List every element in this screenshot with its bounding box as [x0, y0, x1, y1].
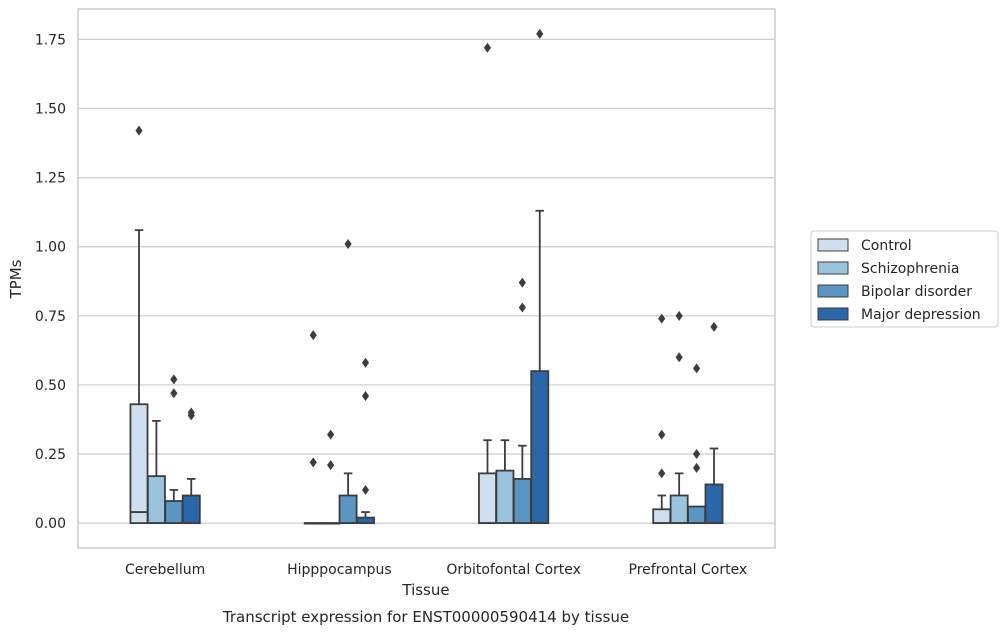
- grid-lines: [78, 38, 775, 524]
- outlier-point: [675, 352, 683, 363]
- outlier-point: [518, 277, 526, 288]
- outlier-point: [658, 468, 666, 479]
- legend-frame: [810, 230, 999, 328]
- box: [704, 483, 724, 525]
- legend-label: Bipolar disorder: [861, 284, 972, 300]
- box-group: [164, 374, 184, 525]
- outlier-point: [675, 310, 683, 321]
- y-tick-label: 1.50: [35, 102, 66, 118]
- outlier-point: [327, 429, 335, 440]
- outlier-point: [658, 313, 666, 324]
- x-tick-label: Hipppocampus: [287, 562, 392, 578]
- box-group: [129, 125, 149, 525]
- box-group: [181, 407, 201, 525]
- outlier-point: [692, 449, 701, 460]
- box-group: [338, 238, 358, 525]
- outlier-point: [361, 484, 370, 495]
- outlier-point: [135, 125, 143, 136]
- box-group: [146, 419, 166, 525]
- y-tick-label: 1.75: [35, 32, 66, 48]
- box-group: [530, 28, 550, 525]
- outlier-point: [309, 457, 317, 468]
- y-tick-label: 1.00: [35, 240, 66, 256]
- x-axis-label: Tissue: [401, 581, 449, 599]
- box-group: [478, 42, 497, 525]
- legend-swatch: [817, 261, 849, 275]
- outlier-point: [361, 390, 370, 401]
- box-group: [687, 363, 707, 525]
- y-axis-label: TPMs: [7, 259, 25, 299]
- box: [478, 472, 497, 525]
- legend-swatch: [817, 238, 849, 252]
- legend-label: Control: [861, 238, 912, 254]
- box: [530, 370, 550, 525]
- box: [129, 403, 149, 525]
- box: [181, 494, 201, 525]
- outlier-point: [710, 321, 718, 332]
- legend-swatch: [817, 284, 849, 298]
- outlier-point: [344, 238, 352, 249]
- x-tick-labels: Cerebellum Hipppocampus Orbitofontal Corte…: [125, 562, 747, 578]
- box-group: [303, 330, 323, 525]
- outlier-point: [170, 388, 178, 399]
- legend-swatch: [817, 307, 849, 321]
- outlier-point: [187, 407, 195, 418]
- x-tick-label: Cerebellum: [125, 562, 205, 578]
- outlier-point: [327, 460, 335, 471]
- outlier-point: [692, 462, 701, 473]
- x-tick-label: Prefrontal Cortex: [629, 562, 748, 578]
- outlier-point: [518, 302, 526, 313]
- y-tick-label: 0.75: [35, 309, 66, 325]
- chart-caption: Transcript expression for ENST0000059041…: [222, 608, 629, 626]
- y-tick-label: 1.25: [35, 171, 66, 187]
- plot-frame: [77, 8, 776, 549]
- legend-label: Schizophrenia: [861, 261, 959, 277]
- legend-label: Major depression: [861, 307, 981, 323]
- box-group: [512, 277, 532, 525]
- box: [495, 469, 515, 525]
- box: [512, 477, 532, 525]
- outlier-point: [536, 28, 544, 39]
- y-tick-labels: 0.00 0.25 0.50 0.75 1.00 1.25 1.50 1.75: [35, 32, 66, 532]
- outlier-point: [361, 357, 370, 368]
- box: [164, 500, 184, 525]
- y-tick-label: 0.50: [35, 378, 66, 394]
- box: [687, 505, 707, 525]
- box-group: [356, 357, 375, 525]
- box: [338, 494, 358, 525]
- outlier-point: [170, 374, 178, 385]
- box-group: [704, 321, 724, 525]
- outlier-point: [483, 42, 492, 53]
- y-tick-label: 0.25: [35, 447, 66, 463]
- y-tick-label: 0.00: [35, 516, 66, 532]
- box: [669, 494, 689, 525]
- x-tick-label: Orbitofontal Cortex: [446, 562, 581, 578]
- box-group: [321, 429, 341, 525]
- box-group: [669, 310, 689, 525]
- outlier-point: [309, 330, 317, 341]
- outlier-point: [692, 363, 701, 374]
- box: [146, 475, 166, 525]
- box-marks: [129, 28, 724, 525]
- box-group: [495, 439, 515, 525]
- legend: Control Schizophrenia Bipolar disorder Majo…: [810, 230, 999, 328]
- box-group: [652, 313, 672, 525]
- outlier-point: [658, 429, 666, 440]
- box: [652, 508, 672, 525]
